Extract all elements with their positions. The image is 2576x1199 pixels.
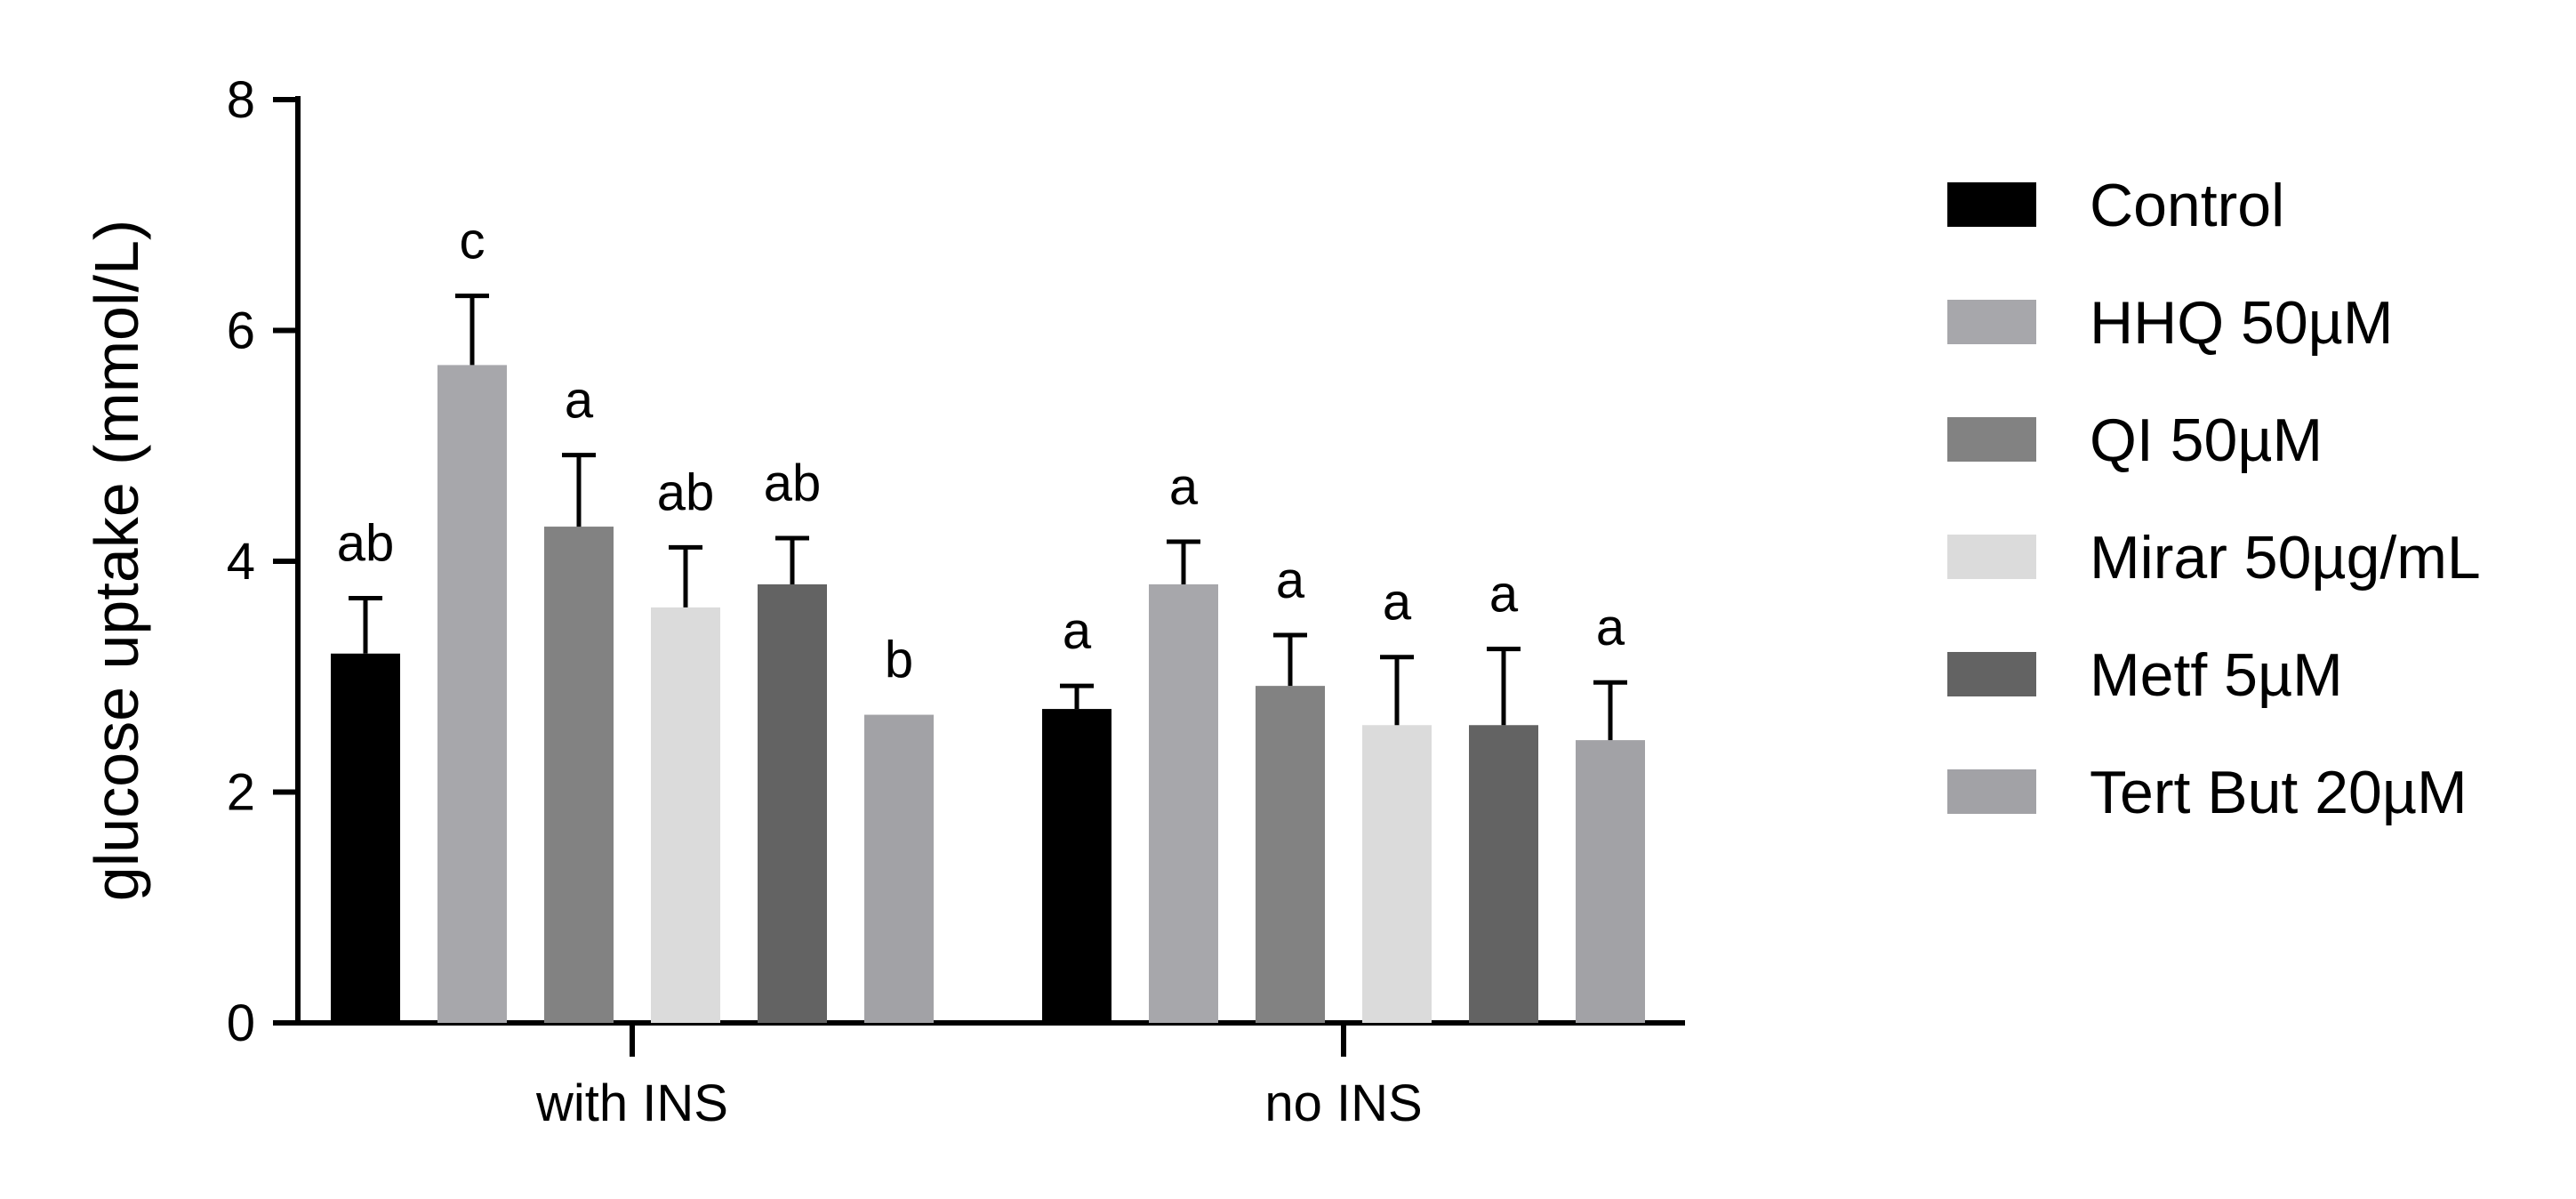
- significance-label: b: [885, 632, 913, 689]
- legend-label: HHQ 50µM: [2090, 289, 2393, 357]
- legend: Control HHQ 50µM QI 50µM Mirar 50µg/mL Metf …: [1947, 172, 2481, 826]
- legend-label: Tert But 20µM: [2090, 759, 2468, 826]
- legend-swatch: [1947, 417, 2036, 462]
- legend-swatch: [1947, 769, 2036, 814]
- significance-label: ab: [337, 515, 395, 573]
- significance-label: a: [1383, 574, 1412, 632]
- significance-label: ab: [764, 455, 822, 512]
- y-tick-label: 0: [227, 994, 255, 1052]
- significance-label: a: [1276, 551, 1305, 609]
- bar: [544, 527, 614, 1023]
- significance-label: ab: [657, 463, 715, 521]
- legend-swatch: [1947, 300, 2036, 344]
- significance-label: a: [1489, 566, 1519, 624]
- y-tick-label: 4: [227, 533, 255, 591]
- significance-label: a: [1169, 458, 1199, 516]
- legend-swatch: [1947, 652, 2036, 696]
- bar: [1469, 725, 1538, 1023]
- legend-label: QI 50µM: [2090, 406, 2323, 474]
- x-category-label: with INS: [535, 1074, 728, 1132]
- y-tick-label: 6: [227, 302, 255, 360]
- significance-label: a: [565, 372, 594, 430]
- bar: [1576, 740, 1645, 1023]
- significance-label: a: [1596, 599, 1625, 656]
- y-tick-label: 8: [227, 71, 255, 129]
- bar: [331, 653, 400, 1023]
- y-axis-title-text: glucose uptake (mmol/L): [82, 220, 151, 901]
- y-tick-label: 2: [227, 764, 255, 822]
- bar: [651, 607, 720, 1023]
- bar: [1362, 725, 1432, 1023]
- bar: [437, 365, 507, 1023]
- y-axis-title: glucose uptake (mmol/L): [82, 220, 151, 901]
- legend-label: Control: [2090, 172, 2284, 239]
- bar: [864, 714, 934, 1023]
- bar: [1042, 709, 1111, 1023]
- significance-label: a: [1063, 602, 1092, 660]
- bar: [1256, 686, 1325, 1023]
- bar: [1149, 583, 1218, 1023]
- legend-label: Mirar 50µg/mL: [2090, 524, 2481, 591]
- x-category-label: no INS: [1264, 1074, 1422, 1132]
- significance-label: c: [460, 213, 486, 270]
- axes: 0 2 4 6 8 with INS no INS: [227, 71, 1685, 1132]
- legend-swatch: [1947, 182, 2036, 227]
- legend-swatch: [1947, 535, 2036, 579]
- legend-label: Metf 5µM: [2090, 641, 2343, 709]
- bar: [758, 583, 827, 1023]
